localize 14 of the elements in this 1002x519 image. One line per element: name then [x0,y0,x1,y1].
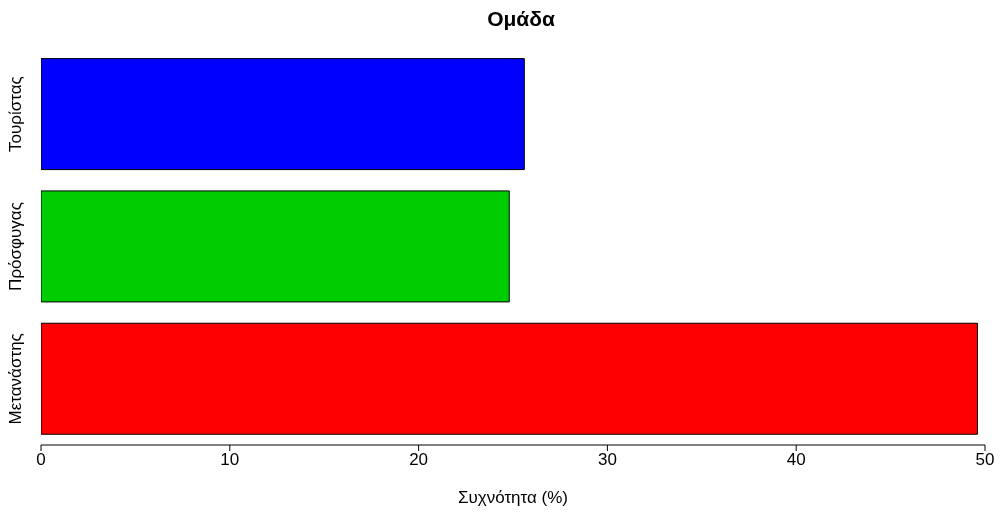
x-tick-label: 30 [597,450,617,470]
y-tick-label: Τουρίστας [6,76,25,153]
bar [41,190,510,303]
x-axis-title: Συχνότητα (%) [457,488,569,507]
bar [41,322,978,435]
x-tick-label: 40 [786,450,806,470]
x-tick-label: 0 [36,450,46,470]
y-tick-label: Πρόσφυγας [6,202,25,291]
x-tick-label: 50 [975,450,995,470]
y-tick-label: Μετανάστης [6,333,25,425]
x-tick-label: 10 [220,450,240,470]
x-tick-label: 20 [409,450,429,470]
chart-title: Ομάδα [486,7,556,32]
bar [41,58,525,171]
